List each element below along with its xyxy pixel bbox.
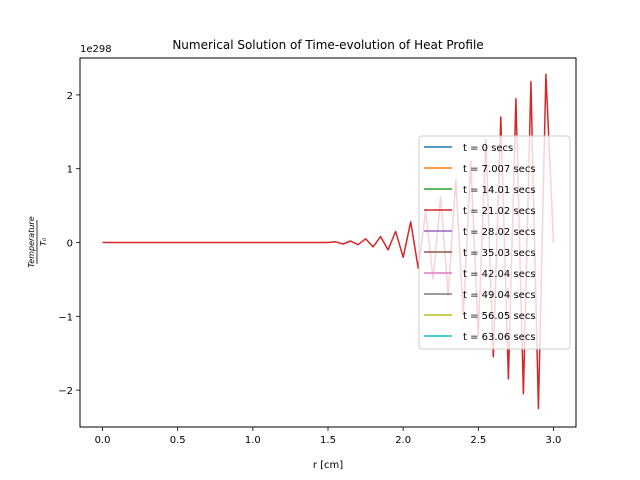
legend-box [418, 135, 571, 350]
legend-label-8: t = 56.05 secs [463, 311, 536, 322]
y-axis-label: Temperature T₀ [27, 216, 48, 267]
legend-label-7: t = 49.04 secs [463, 290, 536, 301]
legend-label-5: t = 35.03 secs [463, 248, 536, 259]
y-axis-ticks: −2 −1 0 1 2 [58, 91, 80, 397]
legend-label-9: t = 63.06 secs [463, 332, 536, 343]
y-tick-label: 1 [67, 165, 73, 176]
x-axis-ticks: 0.0 0.5 1.0 1.5 2.0 2.5 3.0 [95, 427, 562, 446]
x-tick-label: 3.0 [546, 435, 562, 446]
legend-items: t = 0 secs t = 7.007 secs t = 14.01 secs t … [424, 143, 536, 343]
legend-label-2: t = 14.01 secs [463, 185, 536, 196]
x-tick-label: 1.5 [320, 435, 336, 446]
legend: t = 0 secs t = 7.007 secs t = 14.01 secs t … [418, 135, 571, 350]
x-axis-label: r [cm] [313, 460, 343, 471]
y-tick-label: 2 [67, 91, 73, 102]
legend-label-4: t = 28.02 secs [463, 227, 536, 238]
y-tick-label: 0 [67, 239, 73, 250]
legend-label-3: t = 21.02 secs [463, 206, 536, 217]
y-tick-label: −2 [58, 386, 73, 397]
y-axis-label-denominator: T₀ [39, 237, 48, 246]
x-tick-label: 2.0 [395, 435, 411, 446]
y-offset-label: 1e298 [80, 44, 112, 55]
x-tick-label: 1.0 [245, 435, 261, 446]
legend-label-6: t = 42.04 secs [463, 269, 536, 280]
legend-label-0: t = 0 secs [463, 143, 513, 154]
x-tick-label: 0.5 [170, 435, 186, 446]
y-axis-label-numerator: Temperature [27, 216, 36, 267]
legend-label-1: t = 7.007 secs [463, 164, 536, 175]
y-tick-label: −1 [58, 312, 73, 323]
x-tick-label: 0.0 [95, 435, 111, 446]
chart-title: Numerical Solution of Time-evolution of … [172, 38, 483, 52]
x-tick-label: 2.5 [470, 435, 486, 446]
